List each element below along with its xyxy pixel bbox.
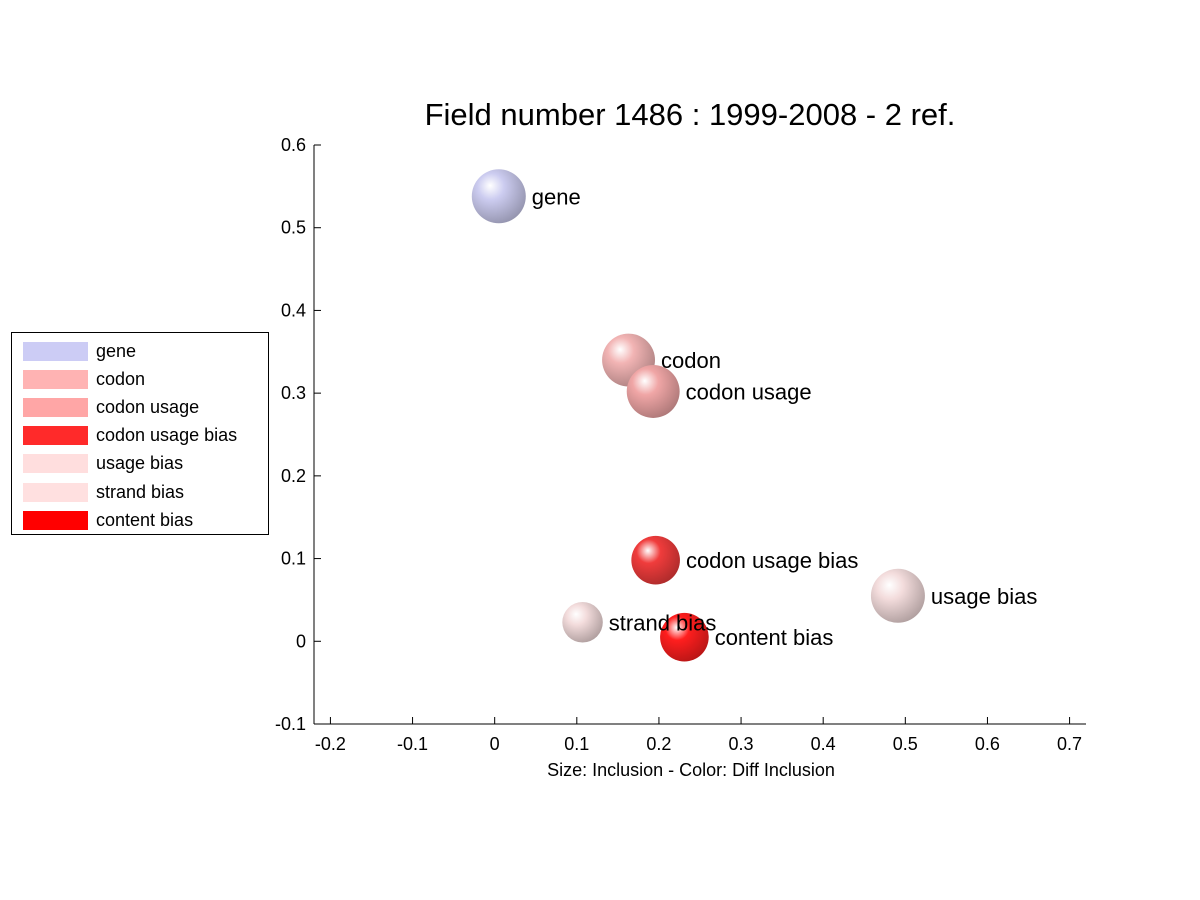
- legend-swatch: [23, 454, 88, 474]
- legend-swatch: [23, 482, 88, 502]
- legend-label: content bias: [96, 509, 194, 530]
- legend-item: codon usage: [23, 397, 199, 417]
- legend-swatch: [23, 341, 88, 361]
- data-point-strand-bias: [562, 602, 603, 643]
- y-tick-label: -0.1: [275, 714, 306, 734]
- legend: gene codon codon usage codon usage bias usag…: [11, 332, 269, 535]
- legend-item: gene: [23, 341, 136, 361]
- y-tick-label: 0: [296, 631, 306, 651]
- point-label: content bias: [715, 625, 834, 650]
- x-axis-label: Size: Inclusion - Color: Diff Inclusion: [547, 760, 835, 780]
- legend-item: codon usage bias: [23, 425, 238, 446]
- legend-item: codon: [23, 369, 145, 389]
- data-point-codon-usage: [626, 365, 680, 418]
- point-label: usage bias: [931, 584, 1037, 609]
- legend-label: codon: [96, 368, 146, 389]
- legend-label: usage bias: [96, 453, 184, 474]
- x-tick-label: 0.2: [646, 734, 671, 754]
- legend-label: codon usage bias: [96, 425, 238, 446]
- point-label: gene: [532, 184, 581, 209]
- data-point-gene: [471, 169, 526, 224]
- x-tick-label: 0: [490, 734, 500, 754]
- x-tick-label: -0.2: [315, 734, 346, 754]
- x-tick-label: 0.3: [729, 734, 754, 754]
- chart-title: Field number 1486 : 1999-2008 - 2 ref.: [425, 97, 956, 132]
- data-point-codon-usage-bias: [631, 535, 680, 585]
- x-tick-label: -0.1: [397, 734, 428, 754]
- y-tick-label: 0.6: [281, 135, 306, 155]
- point-label: strand bias: [609, 610, 717, 635]
- x-tick-label: 0.1: [564, 734, 589, 754]
- x-tick-label: 0.5: [893, 734, 918, 754]
- axes: -0.2 -0.1 0 0.1 0.2 0.3 0.4 0.5 0.6 0.7 -0.1 0 0.1 0.…: [275, 135, 1086, 754]
- legend-label: gene: [96, 340, 137, 361]
- y-tick-label: 0.1: [281, 549, 306, 569]
- data-points: gene codon codon usage codon usage bias usag…: [471, 169, 1037, 662]
- point-label: codon usage: [686, 379, 812, 404]
- data-point-usage-bias: [870, 568, 925, 623]
- data-point-content-bias: [660, 612, 709, 662]
- legend-swatch: [23, 426, 88, 446]
- legend-swatch: [23, 397, 88, 417]
- legend-swatch: [23, 369, 88, 389]
- legend-item: content bias: [23, 510, 193, 530]
- x-tick-label: 0.4: [811, 734, 836, 754]
- x-tick-label: 0.6: [975, 734, 1000, 754]
- legend-item: usage bias: [23, 453, 184, 474]
- y-tick-label: 0.4: [281, 300, 306, 320]
- y-tick-label: 0.5: [281, 218, 306, 238]
- y-tick-label: 0.3: [281, 383, 306, 403]
- x-tick-label: 0.7: [1057, 734, 1082, 754]
- legend-label: strand bias: [96, 481, 185, 502]
- legend-item: strand bias: [23, 482, 184, 502]
- y-tick-label: 0.2: [281, 466, 306, 486]
- point-label: codon: [661, 348, 721, 373]
- point-label: codon usage bias: [686, 548, 858, 573]
- legend-label: codon usage: [96, 396, 200, 417]
- legend-swatch: [23, 510, 88, 530]
